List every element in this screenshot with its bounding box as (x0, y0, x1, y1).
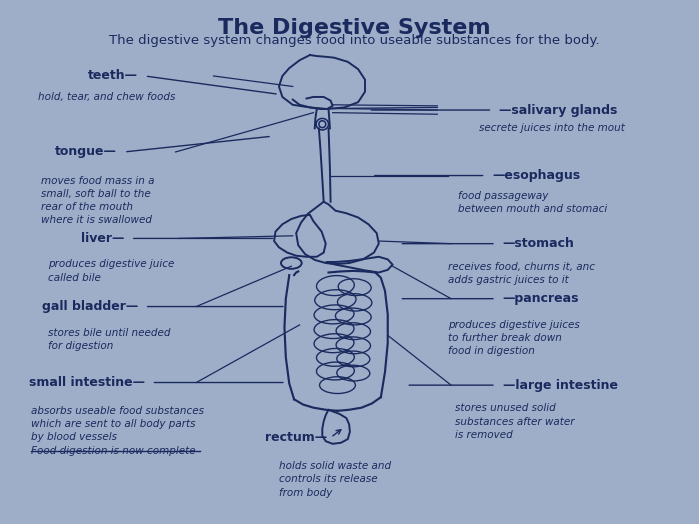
Text: small intestine—: small intestine— (29, 376, 145, 389)
Text: absorbs useable food substances
which are sent to all body parts
by blood vessel: absorbs useable food substances which ar… (31, 406, 204, 456)
Text: —salivary glands: —salivary glands (499, 104, 618, 116)
Text: hold, tear, and chew foods: hold, tear, and chew foods (38, 92, 175, 102)
Text: —pancreas: —pancreas (503, 292, 579, 305)
Text: moves food mass in a
small, soft ball to the
rear of the mouth
where it is swall: moves food mass in a small, soft ball to… (41, 176, 155, 225)
Text: tongue—: tongue— (55, 146, 117, 158)
Text: liver—: liver— (80, 232, 124, 245)
Text: stores bile until needed
for digestion: stores bile until needed for digestion (48, 328, 171, 351)
Text: —esophagus: —esophagus (492, 169, 581, 182)
Text: gall bladder—: gall bladder— (41, 300, 138, 313)
Text: produces digestive juices
to further break down
food in digestion: produces digestive juices to further bre… (447, 320, 579, 356)
Text: —stomach: —stomach (503, 237, 575, 250)
Text: stores unused solid
substances after water
is removed: stores unused solid substances after wat… (454, 403, 574, 440)
Text: secrete juices into the mout: secrete juices into the mout (479, 123, 624, 133)
Text: receives food, churns it, anc
adds gastric juices to it: receives food, churns it, anc adds gastr… (447, 262, 595, 285)
Text: The Digestive System: The Digestive System (218, 18, 491, 38)
Text: food passageway
between mouth and stomaci: food passageway between mouth and stomac… (458, 191, 607, 214)
Text: teeth—: teeth— (88, 70, 138, 82)
Text: rectum—: rectum— (265, 431, 327, 444)
Text: holds solid waste and
controls its release
from body: holds solid waste and controls its relea… (279, 461, 391, 497)
Text: The digestive system changes food into useable substances for the body.: The digestive system changes food into u… (109, 34, 600, 47)
Text: produces digestive juice
called bile: produces digestive juice called bile (48, 259, 175, 282)
Text: —large intestine: —large intestine (503, 379, 618, 391)
